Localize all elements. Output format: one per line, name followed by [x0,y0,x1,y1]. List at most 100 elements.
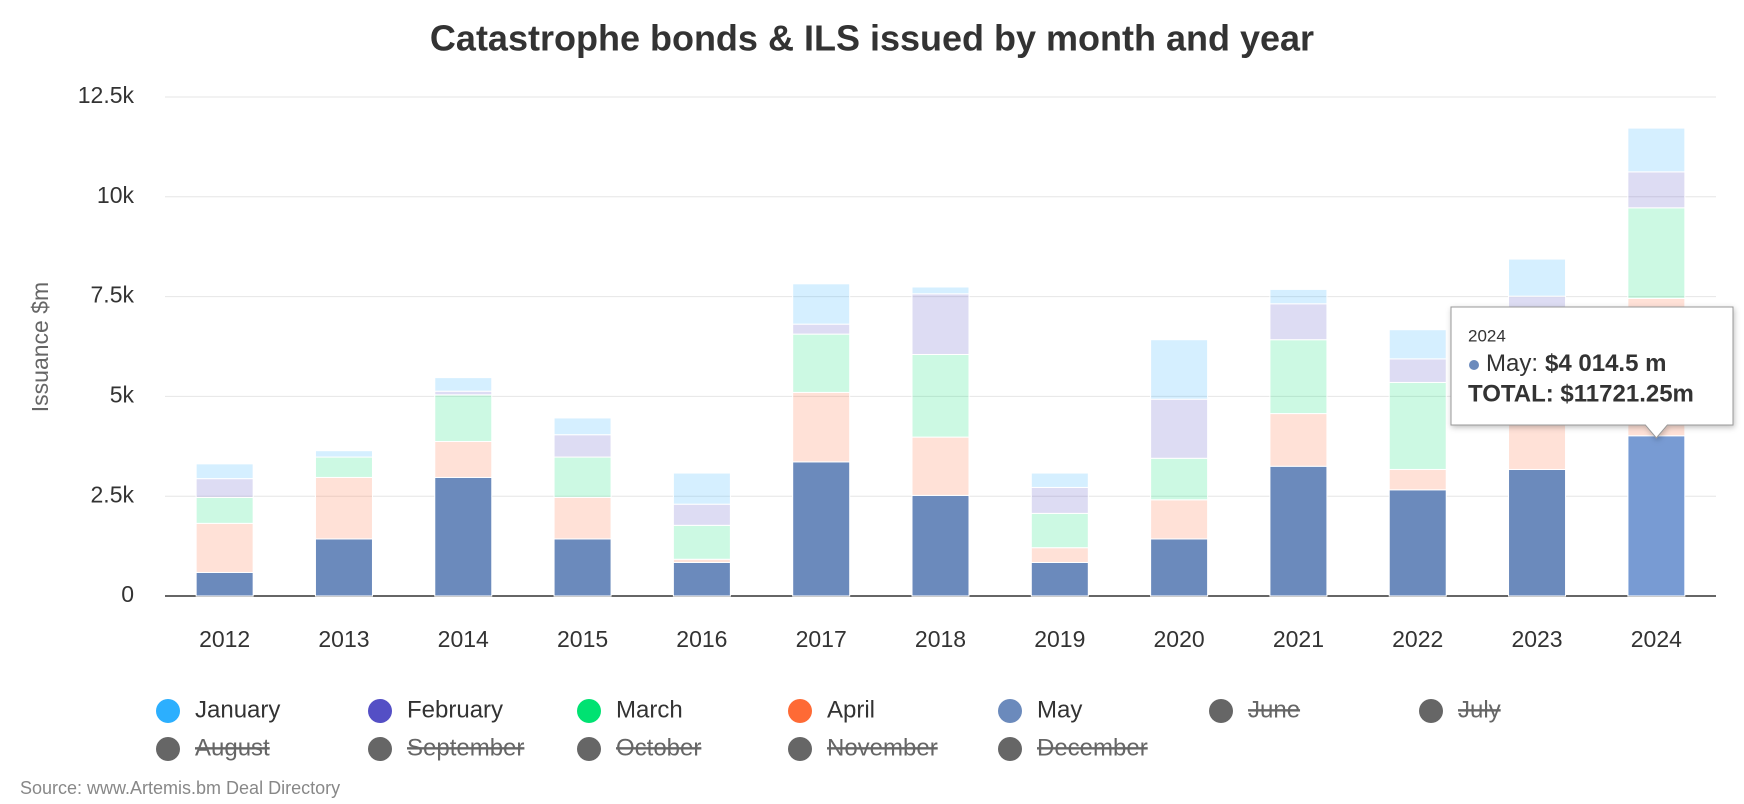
chart-title: Catastrophe bonds & ILS issued by month … [430,18,1314,59]
bar-segment[interactable] [553,538,612,597]
bar-segment[interactable] [1150,339,1209,400]
bar-segment[interactable] [1150,457,1209,501]
bar-segment[interactable] [1030,561,1089,597]
bar-segment[interactable] [553,456,612,498]
bar-segment[interactable] [1627,171,1686,209]
bar-segment[interactable] [672,524,731,560]
legend-symbol[interactable] [156,737,180,761]
bar-segment[interactable] [553,434,612,458]
bar-segment[interactable] [1269,288,1328,305]
legend-label[interactable]: April [827,696,875,723]
bar-segment[interactable] [1269,413,1328,467]
legend-symbol[interactable] [368,737,392,761]
legend-symbol[interactable] [998,699,1022,723]
bar-segment[interactable] [1508,468,1567,597]
bar-segment[interactable] [1627,127,1686,173]
x-tick-label: 2022 [1392,626,1443,652]
bar-segment[interactable] [434,394,493,443]
legend-symbol[interactable] [1419,699,1443,723]
legend-symbol[interactable] [577,699,601,723]
bar-segment[interactable] [792,461,851,597]
bar-segment[interactable] [911,494,970,597]
bar-segment[interactable] [1388,329,1447,360]
bar-segment[interactable] [1388,489,1447,597]
bar-segment[interactable] [195,571,254,597]
legend-symbol[interactable] [577,737,601,761]
tooltip-total: TOTAL: $11721.25m [1468,380,1694,407]
bar-segment[interactable] [1150,538,1209,597]
bar-segment[interactable] [911,353,970,438]
x-tick-label: 2012 [199,626,250,652]
bar-segment[interactable] [195,463,254,480]
bar-segment[interactable] [1508,258,1567,297]
bar-segment[interactable] [314,450,373,458]
legend-label[interactable]: January [195,696,280,723]
legend-label[interactable]: July [1458,696,1501,723]
legend-label[interactable]: September [407,734,524,761]
bar-segment[interactable] [911,436,970,496]
x-tick-label: 2021 [1273,626,1324,652]
bar-segment[interactable] [792,391,851,463]
bar-segment[interactable] [1388,358,1447,383]
bar-segment[interactable] [195,522,254,573]
x-tick-label: 2015 [557,626,608,652]
bar-segment[interactable] [1627,207,1686,299]
bar-segment[interactable] [1388,381,1447,470]
bar-segment[interactable] [1627,435,1686,597]
legend-symbol[interactable] [788,737,812,761]
tooltip-value: $4 014.5 m [1545,350,1666,377]
bar-segment[interactable] [195,478,254,498]
x-tick-label: 2014 [438,626,489,652]
bar-segment[interactable] [792,283,851,325]
legend-label[interactable]: June [1248,696,1300,723]
bar-segment[interactable] [1030,512,1089,549]
legend-symbol[interactable] [368,699,392,723]
bar-segment[interactable] [792,333,851,393]
bar-segment[interactable] [672,472,731,505]
legend-symbol[interactable] [156,699,180,723]
legend-symbol[interactable] [788,699,812,723]
legend-label[interactable]: August [195,734,270,761]
bar-segment[interactable] [1030,486,1089,514]
bar-segment[interactable] [1030,472,1089,488]
bar-segment[interactable] [672,503,731,526]
tooltip-box [1450,306,1734,439]
x-tick-label: 2017 [796,626,847,652]
bar-segment[interactable] [1150,398,1209,459]
y-tick-label: 5k [110,381,135,407]
bar-segment[interactable] [1269,303,1328,341]
bar-segment[interactable] [553,496,612,540]
bar-segment[interactable] [1269,339,1328,415]
bar-segment[interactable] [911,286,970,295]
bar-segment[interactable] [1388,468,1447,491]
bar-segment[interactable] [314,476,373,540]
x-tick-label: 2020 [1154,626,1205,652]
legend-label[interactable]: November [827,734,938,761]
bar-segment[interactable] [434,441,493,478]
y-tick-label: 12.5k [78,82,135,108]
legend-symbol[interactable] [998,737,1022,761]
y-tick-label: 0 [121,581,134,607]
bar-segment[interactable] [553,417,612,436]
bar-segment[interactable] [672,561,731,597]
bar-segment[interactable] [434,390,493,396]
bar-segment[interactable] [314,456,373,478]
legend-label[interactable]: February [407,696,503,723]
bar-segment[interactable] [1150,499,1209,540]
legend-label[interactable]: March [616,696,683,723]
bar-segment[interactable] [1269,465,1328,597]
source: Source: www.Artemis.bm Deal Directory [20,778,340,798]
bar-segment[interactable] [1030,547,1089,563]
legend-symbol[interactable] [1209,699,1233,723]
bar-segment[interactable] [195,496,254,524]
bar-segment[interactable] [434,377,493,392]
y-tick-label: 7.5k [91,282,135,308]
legend-label[interactable]: October [616,734,701,761]
bar-segment[interactable] [434,476,493,597]
bar-segment[interactable] [911,293,970,355]
legend-label[interactable]: May [1037,696,1082,723]
legend-label[interactable]: December [1037,734,1148,761]
bar-segment[interactable] [792,323,851,335]
bar-segment[interactable] [314,538,373,597]
